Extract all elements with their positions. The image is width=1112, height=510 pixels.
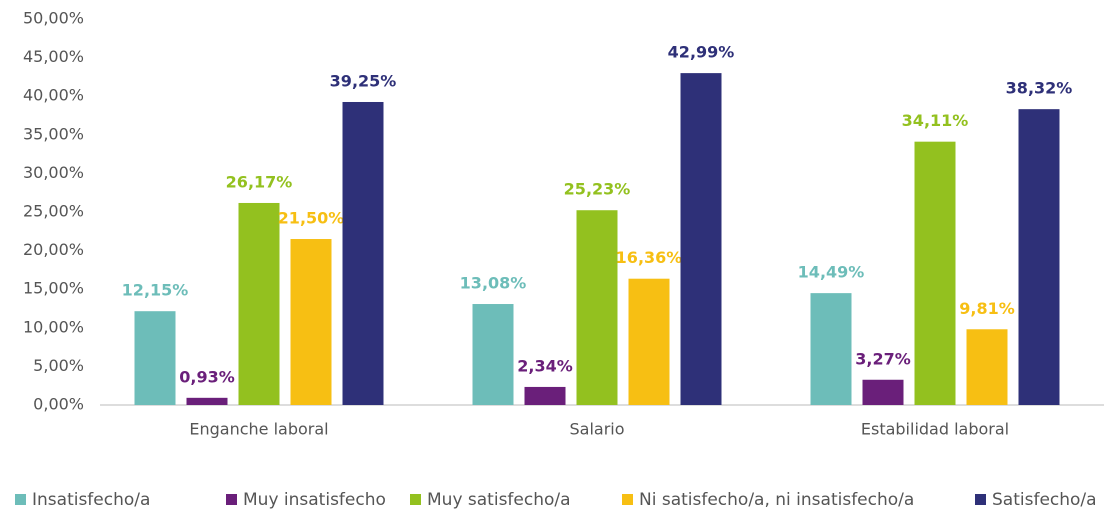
value-label: 12,15%: [122, 281, 189, 300]
value-label: 39,25%: [330, 71, 397, 90]
legend-swatch: [410, 494, 421, 505]
y-tick-label: 30,00%: [23, 163, 84, 182]
y-tick-label: 25,00%: [23, 202, 84, 221]
value-label: 25,23%: [564, 180, 631, 199]
y-tick-label: 5,00%: [33, 356, 84, 375]
x-tick-label: Estabilidad laboral: [861, 420, 1009, 439]
bar: [238, 202, 280, 405]
legend-swatch: [15, 494, 26, 505]
legend-label: Muy insatisfecho: [243, 490, 386, 510]
legend-label: Satisfecho/a: [992, 490, 1097, 510]
x-tick-label: Enganche laboral: [189, 420, 328, 439]
value-label: 14,49%: [798, 263, 865, 282]
value-label: 42,99%: [668, 43, 735, 62]
value-label: 13,08%: [460, 274, 527, 293]
bar: [1018, 109, 1060, 405]
legend-swatch: [622, 494, 633, 505]
y-tick-label: 35,00%: [23, 124, 84, 143]
x-tick-label: Salario: [569, 420, 624, 439]
bar: [134, 311, 176, 405]
bar: [966, 329, 1008, 405]
bar: [290, 239, 332, 405]
y-tick-label: 20,00%: [23, 240, 84, 259]
value-label: 38,32%: [1006, 79, 1073, 98]
legend-swatch: [226, 494, 237, 505]
value-label: 26,17%: [226, 172, 293, 191]
y-tick-label: 45,00%: [23, 47, 84, 66]
value-label: 3,27%: [855, 349, 911, 368]
y-tick-label: 40,00%: [23, 86, 84, 105]
bar: [680, 73, 722, 406]
legend-label: Ni satisfecho/a, ni insatisfecho/a: [639, 490, 914, 510]
bar: [914, 141, 956, 405]
value-label: 21,50%: [278, 209, 345, 228]
bar: [342, 101, 384, 406]
bar: [186, 397, 228, 405]
legend-swatch: [975, 494, 986, 505]
value-label: 0,93%: [179, 367, 235, 386]
bar: [472, 304, 514, 405]
bar: [628, 278, 670, 405]
legend-label: Muy satisfecho/a: [427, 490, 571, 510]
value-label: 34,11%: [902, 111, 969, 130]
bar: [576, 210, 618, 405]
value-label: 2,34%: [517, 356, 573, 375]
y-tick-label: 10,00%: [23, 317, 84, 336]
value-label: 9,81%: [959, 299, 1015, 318]
bar: [862, 379, 904, 405]
y-tick-label: 50,00%: [23, 9, 84, 28]
y-tick-label: 0,00%: [33, 395, 84, 414]
bar: [810, 293, 852, 405]
bar: [524, 386, 566, 405]
legend-label: Insatisfecho/a: [32, 490, 150, 510]
y-tick-label: 15,00%: [23, 279, 84, 298]
value-label: 16,36%: [616, 248, 683, 267]
